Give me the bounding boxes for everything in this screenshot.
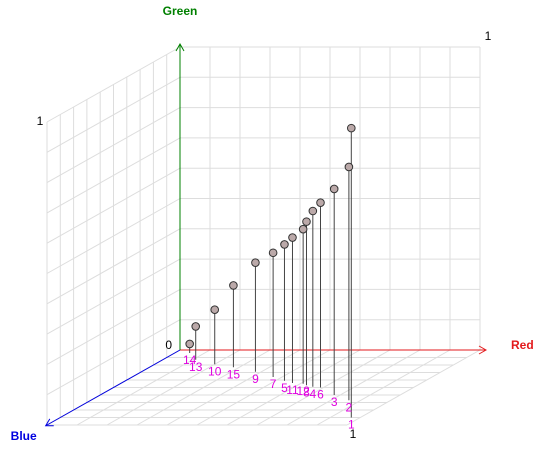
point xyxy=(185,339,194,349)
wall-grid xyxy=(46,76,181,153)
tick-label: 0 xyxy=(165,338,172,352)
wall-grid xyxy=(46,198,181,274)
point xyxy=(316,198,325,207)
point-label: 12 xyxy=(296,384,310,398)
point xyxy=(347,123,356,133)
axis-title: Red xyxy=(511,338,534,352)
point xyxy=(288,233,297,242)
point xyxy=(210,305,220,315)
point-label: 9 xyxy=(252,372,259,386)
axis-title: Blue xyxy=(11,429,37,443)
red-axis-head xyxy=(478,345,488,355)
wall-grid xyxy=(46,137,181,214)
tick-label: 1 xyxy=(485,29,492,43)
point xyxy=(308,206,318,216)
blue-axis xyxy=(45,349,181,427)
floor-grid xyxy=(226,349,361,426)
wall-grid xyxy=(46,46,181,123)
point-label: 8 xyxy=(303,385,310,399)
point-label: 3 xyxy=(331,395,338,409)
point xyxy=(329,184,339,194)
floor-grid xyxy=(346,349,481,426)
tick-label: 1 xyxy=(350,427,357,441)
point-label: 14 xyxy=(183,353,197,367)
point xyxy=(229,281,238,290)
point-label: 13 xyxy=(189,360,203,374)
point-label: 1 xyxy=(348,418,355,432)
blue-axis-head xyxy=(44,418,54,427)
point xyxy=(298,224,308,234)
point-label: 4 xyxy=(309,387,316,401)
point-label: 6 xyxy=(317,388,324,402)
point xyxy=(251,258,260,267)
wall-grid xyxy=(46,107,181,184)
point-label: 7 xyxy=(270,377,277,391)
point-label: 15 xyxy=(227,367,241,381)
point-label: 10 xyxy=(208,364,222,378)
point-label: 5 xyxy=(281,381,288,395)
floor-grid xyxy=(256,349,391,426)
floor-grid xyxy=(286,349,421,426)
point xyxy=(302,217,311,226)
tick-label: 1 xyxy=(37,114,44,128)
point-label: 11 xyxy=(286,383,299,397)
point xyxy=(280,240,289,249)
point xyxy=(191,322,201,331)
green-axis-head xyxy=(175,42,185,52)
floor-grid xyxy=(316,349,451,426)
wall-grid xyxy=(46,167,181,244)
axis-title: Green xyxy=(163,4,198,18)
point xyxy=(268,248,278,258)
point xyxy=(344,162,354,172)
point-label: 2 xyxy=(346,400,353,414)
